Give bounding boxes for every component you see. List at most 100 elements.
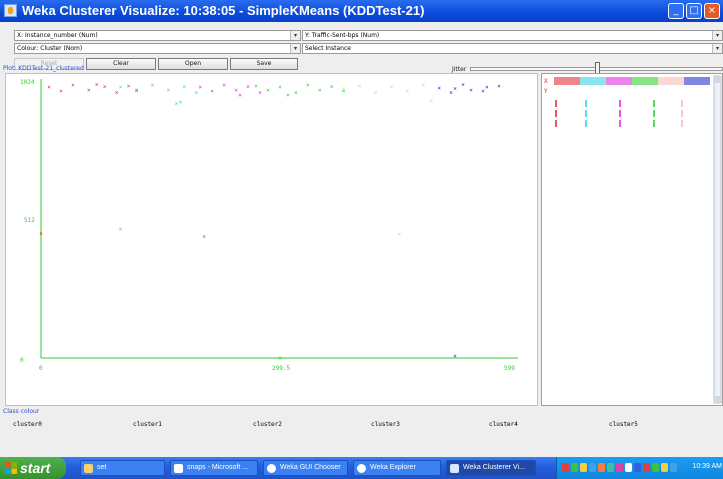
y-axis-select[interactable]: Y: Traffic-Sent-bps (Num) ▾ [302,30,723,41]
task-weka-clusterer-visualize[interactable]: Weka Clusterer Vi... [446,460,536,476]
chevron-down-icon[interactable]: ▾ [290,44,300,53]
tray-icon[interactable] [562,463,569,472]
tray-icon[interactable] [661,463,668,472]
data-point-cluster4[interactable]: × [421,82,425,89]
data-point-cluster1[interactable]: × [59,88,63,95]
data-point-cluster3[interactable]: × [182,83,186,90]
chevron-down-icon[interactable]: ▾ [712,31,722,40]
data-point-cluster3[interactable]: × [194,90,198,97]
data-point-cluster4[interactable]: × [429,98,433,105]
tray-icon[interactable] [643,463,650,472]
data-point-cluster2[interactable]: × [278,84,282,91]
data-point-cluster1[interactable]: × [103,83,107,90]
maximize-button[interactable]: □ [686,3,702,19]
data-point-cluster2[interactable]: × [330,83,334,90]
data-point-cluster3[interactable]: × [179,99,183,106]
colour-select[interactable]: Colour: Cluster (Nom) ▾ [14,43,301,54]
x-axis-select[interactable]: X: Instance_number (Num) ▾ [14,30,301,41]
scatter-plot[interactable]: 1024 512 0 0 299.5 599 ×××××× × ×××××× ××××… [6,74,537,405]
title-bar[interactable]: Weka Clusterer Visualize: 10:38:05 - Sim… [0,0,723,22]
matrix-scroll-down-button[interactable] [715,396,720,403]
legend-cluster4[interactable]: cluster4 [489,421,518,428]
data-point-cluster4[interactable]: × [390,84,394,91]
data-point-cluster5[interactable]: × [222,82,226,89]
data-point-cluster2[interactable]: × [286,92,290,99]
data-point-cluster5[interactable]: × [258,90,262,97]
data-point-cluster3[interactable]: × [167,87,171,94]
start-button[interactable]: start [0,457,66,479]
tray-icon[interactable] [670,463,677,472]
matrix-scrollbar[interactable] [713,75,722,404]
data-point-cluster0[interactable]: × [469,87,473,94]
data-point-cluster3[interactable]: × [119,84,123,91]
data-point-cluster2[interactable]: × [342,88,346,95]
data-point-cluster2[interactable]: × [266,87,270,94]
tray-icon[interactable] [589,463,596,472]
clear-button[interactable]: Clear [86,58,156,70]
task-snaps[interactable]: snaps - Microsoft ... [170,460,258,476]
data-point-cluster2[interactable]: × [318,87,322,94]
task-set[interactable]: set [80,460,165,476]
chevron-down-icon[interactable]: ▾ [712,44,722,53]
tray-icon[interactable] [616,463,623,472]
data-point-cluster1[interactable]: × [87,87,91,94]
tray-icon[interactable] [607,463,614,472]
data-point-cluster1[interactable]: × [71,82,75,89]
task-weka-explorer[interactable]: Weka Explorer [353,460,441,476]
tray-icon[interactable] [652,463,659,472]
data-point-cluster5[interactable]: × [238,92,242,99]
data-point-cluster0[interactable]: × [497,83,501,90]
instance-select[interactable]: Select Instance ▾ [302,43,723,54]
legend-cluster1[interactable]: cluster1 [133,421,162,428]
data-point-cluster0[interactable]: × [481,88,485,95]
matrix-cell-cluster4[interactable] [658,77,684,85]
matrix-cell-cluster1[interactable] [554,77,580,85]
data-point-cluster1[interactable]: × [95,81,99,88]
data-point-cluster5[interactable]: × [234,87,238,94]
data-point-cluster4[interactable]: × [374,90,378,97]
data-point-cluster5[interactable]: × [246,83,250,90]
task-weka-gui-chooser[interactable]: Weka GUI Chooser [263,460,348,476]
data-point-cluster1[interactable]: × [47,84,51,91]
data-point-cluster1[interactable]: × [115,90,119,97]
data-point-cluster0[interactable]: × [437,85,441,92]
tray-icon[interactable] [571,463,578,472]
data-point-cluster0[interactable]: × [461,81,465,88]
tray-icon[interactable] [634,463,641,472]
data-point-cluster3[interactable]: × [175,100,179,107]
matrix-cell-cluster0[interactable] [684,77,710,85]
data-point-cluster4[interactable]: × [405,88,409,95]
data-point-cluster2[interactable]: × [278,355,282,362]
attribute-matrix[interactable]: X Y [542,74,722,405]
data-point-cluster0[interactable]: × [449,90,453,97]
tray-icon[interactable] [598,463,605,472]
data-point-cluster2[interactable]: × [254,83,258,90]
legend-cluster2[interactable]: cluster2 [253,421,282,428]
legend-cluster0[interactable]: cluster0 [13,421,42,428]
attribute-matrix-panel[interactable]: X Y [541,73,723,406]
legend-cluster3[interactable]: cluster3 [371,421,400,428]
scatter-plot-panel[interactable]: 1024 512 0 0 299.5 599 × × × × × × × × × × × × × × × × ×… [5,73,538,406]
data-point-cluster0[interactable]: × [453,353,457,360]
tray-icon[interactable] [580,463,587,472]
data-point-cluster5[interactable]: × [202,234,206,241]
close-button[interactable]: × [704,3,720,19]
data-point-cluster2[interactable]: × [306,82,310,89]
data-point-cluster1[interactable]: × [39,231,43,238]
data-point-cluster5[interactable]: × [210,88,214,95]
minimize-button[interactable]: _ [668,3,684,19]
data-point-cluster4[interactable]: × [342,86,346,93]
data-point-cluster2[interactable]: × [294,90,298,97]
data-point-cluster0[interactable]: × [453,86,457,93]
data-point-cluster1[interactable]: × [135,87,139,94]
matrix-cell-cluster3[interactable] [580,77,606,85]
data-point-cluster0[interactable]: × [485,84,489,91]
legend-cluster5[interactable]: cluster5 [609,421,638,428]
data-point-cluster3[interactable]: × [119,226,123,233]
reset-button[interactable]: Reset [14,58,84,70]
matrix-scroll-up-button[interactable] [715,76,720,83]
save-button[interactable]: Save [230,58,298,70]
matrix-cell-cluster2[interactable] [632,77,658,85]
data-point-cluster3[interactable]: × [151,82,155,89]
matrix-cell-cluster5[interactable] [606,77,632,85]
